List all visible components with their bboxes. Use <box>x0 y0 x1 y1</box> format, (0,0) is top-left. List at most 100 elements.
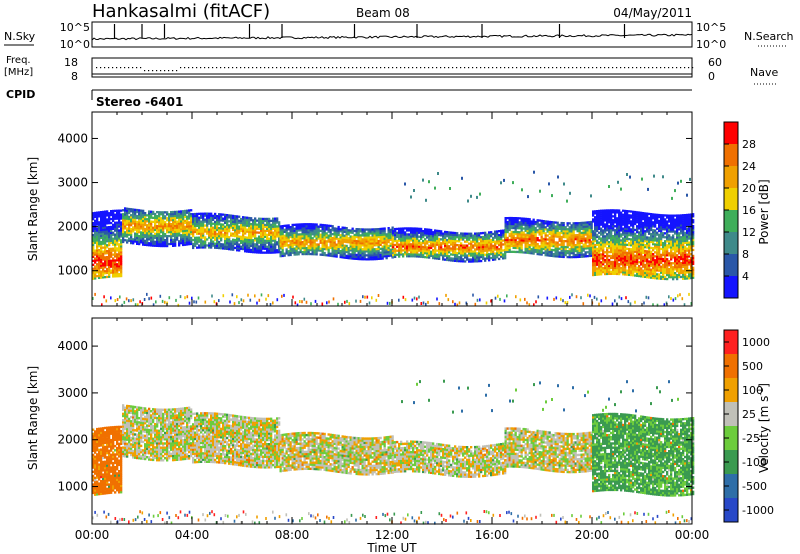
power-cell <box>638 274 641 278</box>
power-cell <box>648 226 651 229</box>
freq-point <box>480 67 482 69</box>
power-cell <box>160 231 163 234</box>
power-cell <box>297 239 300 242</box>
power-cell <box>622 259 625 262</box>
power-cell <box>612 254 615 258</box>
power-cell <box>315 251 318 254</box>
power-cell <box>166 229 169 232</box>
power-cell <box>598 259 601 262</box>
power-cell <box>600 237 603 240</box>
power-cell <box>293 249 296 252</box>
power-cell <box>361 252 364 255</box>
power-cell <box>371 256 374 259</box>
power-cell <box>604 241 607 244</box>
power-cell <box>468 254 471 257</box>
freq-point <box>452 67 454 69</box>
power-cell <box>644 271 647 275</box>
power-cell <box>283 242 286 245</box>
power-cell <box>544 222 547 225</box>
power-cell <box>317 245 320 248</box>
power-cell <box>341 248 344 251</box>
power-cell <box>500 249 503 252</box>
power-cell <box>616 254 619 258</box>
freq-point <box>284 67 286 69</box>
power-cell <box>375 248 378 251</box>
power-cell <box>602 221 605 224</box>
power-cell <box>114 261 117 264</box>
power-cell <box>440 248 443 251</box>
power-cell <box>632 220 635 223</box>
power-cell <box>256 237 259 240</box>
power-cell <box>341 228 344 231</box>
power-cell <box>104 224 107 227</box>
power-cell <box>618 221 621 224</box>
power-cell <box>610 231 613 234</box>
power-cell <box>248 222 251 226</box>
power-cell <box>578 249 581 252</box>
power-cell <box>276 221 279 224</box>
beam-title: Beam 08 <box>356 6 410 20</box>
power-cell <box>494 244 497 247</box>
power-cell <box>140 225 143 228</box>
power-cell <box>596 229 599 233</box>
power-cell <box>134 212 137 215</box>
freq-point <box>596 67 598 69</box>
power-cell <box>297 245 300 248</box>
power-cell <box>644 253 647 257</box>
power-cell <box>590 246 593 249</box>
power-cell <box>106 220 109 223</box>
power-cell <box>106 232 109 235</box>
power-cell <box>616 227 619 230</box>
power-cell <box>626 237 629 241</box>
power-cell <box>331 227 334 230</box>
power-cell <box>602 225 605 228</box>
power-cell <box>428 256 431 259</box>
power-cell <box>586 225 589 228</box>
power-cell <box>552 241 555 244</box>
power-cell <box>114 233 117 236</box>
power-cell <box>132 240 135 243</box>
power-cell <box>246 240 249 243</box>
power-cell <box>228 214 231 217</box>
power-cell <box>598 249 601 252</box>
power-cell <box>220 217 223 220</box>
freq-point <box>388 67 390 69</box>
power-cell <box>279 239 282 242</box>
power-cell <box>424 242 427 245</box>
power-cell <box>602 209 605 212</box>
power-cell <box>198 228 201 231</box>
power-cell <box>456 236 459 239</box>
power-cell <box>329 246 332 249</box>
power-cell <box>556 231 559 234</box>
power-cell <box>610 213 613 216</box>
power-cell <box>606 211 609 214</box>
power-cell <box>289 239 292 243</box>
power-cell <box>311 233 314 236</box>
power-cell <box>264 217 267 221</box>
power-cell <box>341 230 344 233</box>
power-cell <box>218 223 221 226</box>
power-cell <box>460 236 463 239</box>
power-cell <box>248 216 251 220</box>
power-cell <box>371 242 374 245</box>
power-cell <box>420 249 423 252</box>
power-cell <box>108 216 111 219</box>
power-cell <box>426 230 429 233</box>
power-cell <box>182 233 185 237</box>
power-cell <box>349 231 352 234</box>
power-cell <box>266 241 269 244</box>
freq-point <box>168 70 170 72</box>
power-cell <box>540 231 543 234</box>
power-cell <box>634 242 637 245</box>
power-cell <box>410 243 413 246</box>
power-cell <box>276 229 279 232</box>
power-cell <box>264 219 267 223</box>
power-cell <box>224 217 227 220</box>
power-cell <box>357 236 360 239</box>
power-cell <box>361 244 364 247</box>
power-cell <box>454 239 457 243</box>
power-cell <box>210 236 213 239</box>
power-cell <box>156 215 159 218</box>
power-cell <box>428 248 431 251</box>
power-cell <box>279 245 282 248</box>
